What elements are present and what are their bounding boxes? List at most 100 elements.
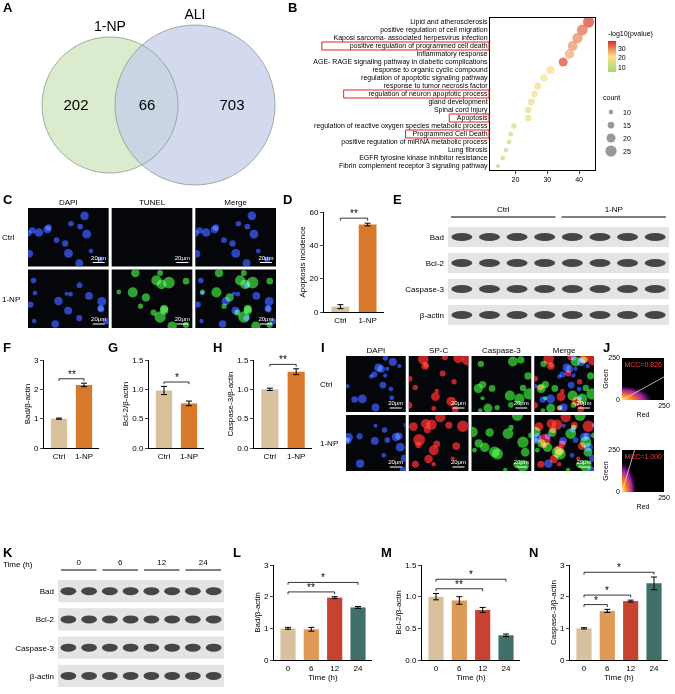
svg-text:Caspase-3/β-actin: Caspase-3/β-actin <box>226 371 235 436</box>
svg-text:20μm: 20μm <box>258 255 273 261</box>
svg-text:Bad/β-actin: Bad/β-actin <box>253 592 262 633</box>
svg-text:20μm: 20μm <box>576 459 591 465</box>
svg-text:20μm: 20μm <box>451 459 466 465</box>
svg-text:0: 0 <box>560 656 565 665</box>
svg-text:Lung fibrosis: Lung fibrosis <box>448 146 488 154</box>
svg-text:positive regulation of cell mi: positive regulation of cell migration <box>380 26 487 34</box>
svg-text:1-NP: 1-NP <box>287 452 305 461</box>
svg-text:20μm: 20μm <box>175 316 190 322</box>
svg-text:Ctrl: Ctrl <box>497 205 510 214</box>
svg-text:40: 40 <box>575 176 583 183</box>
svg-text:Apoptosis: Apoptosis <box>457 114 488 122</box>
svg-text:12: 12 <box>157 558 166 567</box>
svg-text:1: 1 <box>34 414 39 423</box>
svg-text:Caspase-3/β-actin: Caspase-3/β-actin <box>549 580 558 645</box>
svg-text:regulation of reactive oxygen: regulation of reactive oxygen species me… <box>314 122 488 130</box>
svg-text:20μm: 20μm <box>576 400 591 406</box>
svg-text:response to organic cyclic com: response to organic cyclic compound <box>372 66 487 74</box>
svg-text:10: 10 <box>623 109 631 116</box>
svg-text:Time (h): Time (h) <box>456 673 486 682</box>
svg-text:regulation of neuron apoptotic: regulation of neuron apoptotic process <box>369 90 489 98</box>
svg-text:Bad/β-actin: Bad/β-actin <box>23 384 32 425</box>
svg-text:250: 250 <box>658 494 670 501</box>
svg-text:1-NP: 1-NP <box>75 452 93 461</box>
svg-text:Bad: Bad <box>430 233 444 242</box>
svg-text:**: ** <box>279 354 287 365</box>
svg-text:1-NP: 1-NP <box>605 205 623 214</box>
svg-text:0: 0 <box>616 396 620 403</box>
svg-text:Bad: Bad <box>40 587 54 596</box>
svg-text:TUNEL: TUNEL <box>139 198 166 207</box>
svg-text:0: 0 <box>34 444 39 453</box>
svg-text:EGFR tyrosine kinase inhibitor: EGFR tyrosine kinase inhibitor resistanc… <box>359 154 487 162</box>
svg-text:66: 66 <box>139 96 156 113</box>
svg-text:3: 3 <box>34 356 39 365</box>
svg-text:Bcl-2: Bcl-2 <box>36 615 55 624</box>
svg-text:Caspase-3: Caspase-3 <box>405 285 444 294</box>
svg-text:**: ** <box>350 208 358 219</box>
svg-text:positive regulation of program: positive regulation of programmed cell d… <box>350 42 488 50</box>
svg-text:1.5: 1.5 <box>405 561 417 570</box>
svg-text:Caspase-3: Caspase-3 <box>15 644 54 653</box>
svg-text:*: * <box>617 562 621 573</box>
svg-text:12: 12 <box>330 664 339 673</box>
svg-text:Time (h): Time (h) <box>604 673 634 682</box>
svg-text:Red: Red <box>637 503 650 510</box>
svg-text:0.0: 0.0 <box>132 444 144 453</box>
svg-text:β-actin: β-actin <box>30 672 54 681</box>
svg-text:positive regulation of miRNA m: positive regulation of miRNA metabolic p… <box>341 138 488 146</box>
svg-text:*: * <box>469 569 473 580</box>
svg-text:Ctrl: Ctrl <box>334 316 347 325</box>
svg-text:0.0: 0.0 <box>405 656 417 665</box>
svg-text:6: 6 <box>457 664 462 673</box>
svg-text:3: 3 <box>560 561 565 570</box>
svg-text:20μm: 20μm <box>91 316 106 322</box>
svg-text:2: 2 <box>34 385 39 394</box>
svg-text:20μm: 20μm <box>451 400 466 406</box>
svg-text:6: 6 <box>605 664 610 673</box>
svg-text:24: 24 <box>502 664 511 673</box>
svg-text:0: 0 <box>264 656 269 665</box>
svg-text:0.5: 0.5 <box>405 624 417 633</box>
svg-text:703: 703 <box>219 96 244 113</box>
svg-text:6: 6 <box>309 664 314 673</box>
svg-text:DAPI: DAPI <box>367 346 386 355</box>
svg-text:20μm: 20μm <box>514 459 529 465</box>
svg-text:count: count <box>603 94 620 101</box>
svg-text:3: 3 <box>264 561 269 570</box>
svg-text:Programmed Cell Death: Programmed Cell Death <box>413 130 488 138</box>
svg-text:Bcl-2/β-actin: Bcl-2/β-actin <box>121 382 130 427</box>
svg-text:0.0: 0.0 <box>237 444 249 453</box>
svg-text:1.5: 1.5 <box>132 356 144 365</box>
svg-text:20μm: 20μm <box>175 255 190 261</box>
svg-text:Bcl-2: Bcl-2 <box>426 259 445 268</box>
svg-text:20μm: 20μm <box>388 400 403 406</box>
svg-text:2: 2 <box>264 592 269 601</box>
svg-text:0: 0 <box>616 488 620 495</box>
svg-text:**: ** <box>68 369 76 380</box>
svg-text:20: 20 <box>618 54 626 61</box>
svg-text:1-NP: 1-NP <box>180 452 198 461</box>
svg-text:20μm: 20μm <box>258 316 273 322</box>
svg-text:20μm: 20μm <box>514 400 529 406</box>
svg-text:Green: Green <box>602 461 609 481</box>
svg-text:Apoptosis incidence: Apoptosis incidence <box>298 226 307 298</box>
svg-text:20μm: 20μm <box>91 255 106 261</box>
svg-text:**: ** <box>307 582 315 593</box>
svg-text:24: 24 <box>650 664 659 673</box>
svg-text:1-NP: 1-NP <box>94 18 126 34</box>
svg-text:1: 1 <box>560 624 565 633</box>
svg-text:1.0: 1.0 <box>405 592 417 601</box>
svg-text:MCC=0.826: MCC=0.826 <box>624 361 662 368</box>
svg-text:β-actin: β-actin <box>420 311 444 320</box>
svg-text:**: ** <box>455 579 463 590</box>
svg-text:10: 10 <box>618 64 626 71</box>
svg-text:response to tumor necrosis fac: response to tumor necrosis factor <box>384 82 489 90</box>
svg-text:Spinal cord injury: Spinal cord injury <box>434 106 488 114</box>
svg-text:0.5: 0.5 <box>132 414 144 423</box>
svg-text:20: 20 <box>623 135 631 142</box>
svg-text:Red: Red <box>637 411 650 418</box>
svg-text:30: 30 <box>618 45 626 52</box>
svg-text:Time (h): Time (h) <box>308 673 338 682</box>
svg-text:SP-C: SP-C <box>429 346 448 355</box>
